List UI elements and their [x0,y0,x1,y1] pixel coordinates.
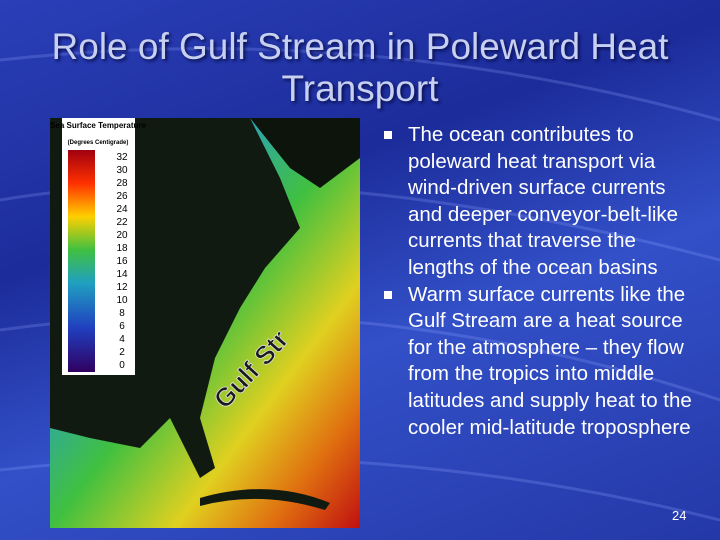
legend-tick-label: 26 [116,191,128,202]
legend-tick-label: 22 [116,217,128,228]
bullet-list: The ocean contributes to poleward heat t… [384,122,698,442]
bullet: Warm surface currents like the Gulf Stre… [384,282,698,442]
legend-tick-label: 32 [116,152,128,163]
legend-tick-label: 18 [116,243,128,254]
legend-tick-label: 6 [119,321,125,332]
legend-tick-label: 10 [116,295,128,306]
legend-title: Sea Surface Temperature [50,121,146,130]
sst-map: Sea Surface Temperature (Degrees Centigr… [50,118,360,528]
legend-tick-label: 2 [119,347,125,358]
legend-tick-label: 28 [116,178,128,189]
island [200,489,330,510]
land [250,118,360,188]
slide-title: Role of Gulf Stream in Poleward Heat Tra… [51,26,669,109]
legend-tick-label: 8 [119,308,125,319]
legend-tick-label: 12 [116,282,128,293]
bullet: The ocean contributes to poleward heat t… [384,122,698,282]
slide-number: 24 [672,508,687,523]
legend-tick-label: 14 [116,269,128,280]
legend-tick-label: 20 [116,230,128,241]
legend-tick-label: 24 [116,204,128,215]
legend-tick-label: 4 [119,334,125,345]
legend-units: (Degrees Centigrade) [68,140,129,146]
legend-tick-label: 0 [119,360,125,371]
legend-tick-label: 30 [116,165,128,176]
color-bar [68,150,95,372]
legend-tick-label: 16 [116,256,128,267]
